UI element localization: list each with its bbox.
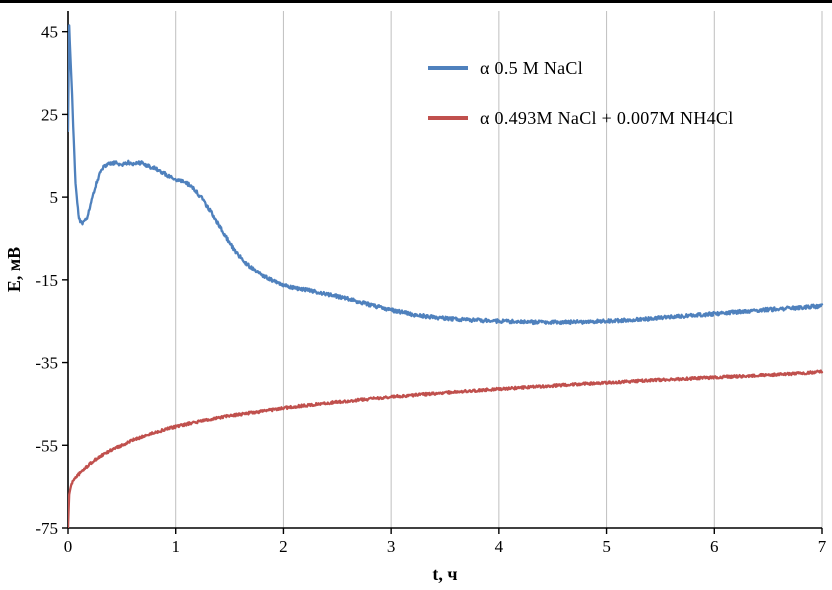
gridlines <box>175 11 823 528</box>
legend-label: α 0.493M NaCl + 0.007M NH4Cl <box>480 107 734 128</box>
x-tick-label: 6 <box>710 537 719 556</box>
y-tick-label: 5 <box>50 188 59 207</box>
x-tick-label: 0 <box>64 537 73 556</box>
x-tick-label: 1 <box>171 537 180 556</box>
series-line-0 <box>68 24 824 326</box>
legend-item: α 0.493M NaCl + 0.007M NH4Cl <box>428 105 734 131</box>
x-tick-label: 7 <box>818 537 827 556</box>
y-axis-title: Е, мВ <box>4 247 24 292</box>
y-tick-label: 45 <box>41 23 58 42</box>
legend-line-swatch <box>428 66 468 70</box>
x-tick-label: 5 <box>602 537 611 556</box>
x-tick-label: 3 <box>387 537 396 556</box>
x-tick-label: 4 <box>495 537 504 556</box>
y-tick-label: -55 <box>35 436 58 455</box>
legend-line-swatch <box>428 116 468 120</box>
y-tick-label: -35 <box>35 354 58 373</box>
x-tick-label: 2 <box>279 537 288 556</box>
x-axis-title: t, ч <box>432 564 457 584</box>
series-lines <box>68 24 824 528</box>
chart-legend: α 0.5 M NaCl α 0.493M NaCl + 0.007M NH4Cl <box>428 55 734 155</box>
y-tick-label: 25 <box>41 105 58 124</box>
legend-item: α 0.5 M NaCl <box>428 55 734 81</box>
series-line-1 <box>68 369 824 528</box>
y-tick-label: -75 <box>35 519 58 538</box>
y-tick-label: -15 <box>35 271 58 290</box>
legend-label: α 0.5 M NaCl <box>480 57 584 78</box>
